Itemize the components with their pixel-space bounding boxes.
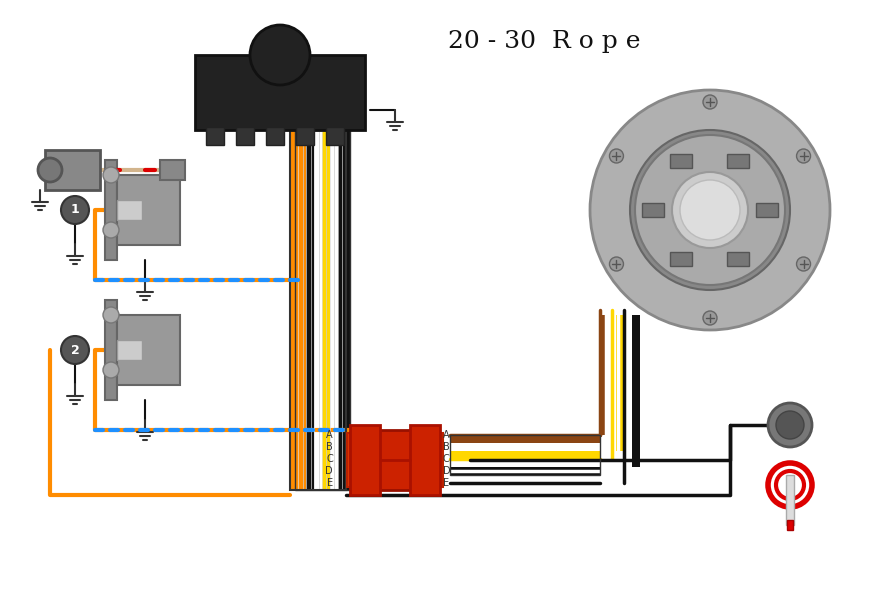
Text: A: A — [443, 430, 449, 440]
Text: E: E — [326, 478, 332, 488]
Circle shape — [679, 180, 739, 240]
Bar — [295, 130, 350, 490]
FancyBboxPatch shape — [330, 130, 338, 490]
Circle shape — [61, 336, 89, 364]
Text: D: D — [443, 466, 450, 476]
FancyBboxPatch shape — [303, 130, 310, 490]
Text: 2: 2 — [70, 343, 79, 356]
Circle shape — [671, 172, 747, 248]
Circle shape — [103, 362, 119, 378]
FancyBboxPatch shape — [450, 451, 599, 459]
Bar — [266, 127, 283, 145]
Circle shape — [250, 25, 310, 85]
Text: A: A — [326, 430, 332, 440]
Text: 1: 1 — [70, 203, 79, 217]
FancyBboxPatch shape — [607, 315, 616, 443]
FancyBboxPatch shape — [289, 130, 297, 490]
FancyBboxPatch shape — [297, 130, 306, 490]
Circle shape — [702, 95, 717, 109]
Circle shape — [702, 311, 717, 325]
Text: 20 - 30  R o p e: 20 - 30 R o p e — [448, 30, 640, 53]
Bar — [786, 520, 792, 530]
FancyBboxPatch shape — [450, 435, 599, 443]
Bar — [45, 150, 100, 190]
Bar — [346, 433, 443, 487]
Bar — [727, 253, 749, 266]
Bar — [350, 425, 380, 495]
FancyBboxPatch shape — [631, 315, 639, 467]
FancyBboxPatch shape — [318, 130, 326, 490]
Text: C: C — [326, 454, 332, 464]
FancyBboxPatch shape — [450, 459, 599, 467]
FancyBboxPatch shape — [616, 315, 624, 451]
FancyBboxPatch shape — [450, 443, 599, 451]
Text: B: B — [326, 442, 332, 452]
FancyBboxPatch shape — [306, 130, 314, 490]
Bar — [670, 154, 692, 167]
Bar — [105, 300, 117, 400]
Bar — [117, 175, 180, 245]
FancyBboxPatch shape — [334, 130, 342, 490]
Circle shape — [634, 135, 784, 285]
Bar — [195, 55, 365, 130]
Circle shape — [609, 149, 623, 163]
Bar — [755, 203, 777, 217]
Bar — [670, 253, 692, 266]
Circle shape — [767, 403, 811, 447]
FancyBboxPatch shape — [624, 315, 631, 459]
FancyBboxPatch shape — [342, 130, 350, 490]
Bar — [325, 127, 344, 145]
Circle shape — [795, 257, 809, 271]
FancyBboxPatch shape — [450, 467, 599, 475]
Text: D: D — [325, 466, 332, 476]
FancyBboxPatch shape — [295, 130, 303, 490]
FancyBboxPatch shape — [314, 130, 322, 490]
Circle shape — [38, 158, 62, 182]
Circle shape — [103, 167, 119, 183]
Circle shape — [61, 196, 89, 224]
Bar — [160, 160, 185, 180]
Bar — [117, 315, 180, 385]
Bar — [105, 160, 117, 260]
Bar — [296, 127, 314, 145]
Circle shape — [795, 149, 809, 163]
Circle shape — [103, 222, 119, 238]
Bar — [289, 130, 346, 490]
FancyBboxPatch shape — [599, 315, 607, 435]
Circle shape — [609, 257, 623, 271]
Bar — [641, 203, 663, 217]
FancyBboxPatch shape — [322, 130, 330, 490]
Bar — [727, 154, 749, 167]
Circle shape — [630, 130, 789, 290]
Bar — [354, 430, 434, 490]
Circle shape — [775, 411, 803, 439]
FancyBboxPatch shape — [326, 130, 334, 490]
Bar — [236, 127, 253, 145]
FancyBboxPatch shape — [310, 130, 318, 490]
Bar — [785, 475, 793, 525]
Circle shape — [589, 90, 829, 330]
Text: C: C — [443, 454, 449, 464]
Bar — [410, 425, 439, 495]
Bar — [117, 200, 142, 220]
Bar — [206, 127, 224, 145]
Text: E: E — [443, 478, 449, 488]
Text: B: B — [443, 442, 449, 452]
FancyBboxPatch shape — [338, 130, 346, 490]
Bar — [450, 435, 599, 475]
Circle shape — [103, 307, 119, 323]
Bar — [117, 340, 142, 360]
